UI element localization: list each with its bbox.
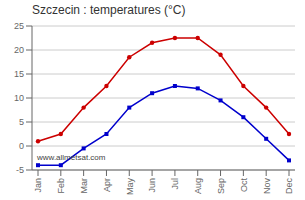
svg-text:-5: -5 <box>16 165 24 175</box>
svg-text:0: 0 <box>19 141 24 151</box>
svg-text:15: 15 <box>14 69 24 79</box>
svg-text:Oct: Oct <box>239 178 249 193</box>
svg-text:10: 10 <box>14 93 24 103</box>
svg-text:Aug: Aug <box>193 178 203 194</box>
svg-text:Nov: Nov <box>262 178 272 195</box>
svg-text:Jan: Jan <box>33 178 43 193</box>
html-text:www.allmetsat.com: www.allmetsat.com <box>37 153 106 162</box>
svg-text:25: 25 <box>14 21 24 31</box>
svg-text:Dec: Dec <box>284 178 294 195</box>
svg-text:20: 20 <box>14 45 24 55</box>
svg-text:Apr: Apr <box>102 178 112 192</box>
svg-text:Jul: Jul <box>170 178 180 190</box>
svg-text:Sep: Sep <box>216 178 226 194</box>
svg-text:Jun: Jun <box>147 178 157 193</box>
svg-text:Mar: Mar <box>79 178 89 194</box>
svg-text:May: May <box>125 178 135 196</box>
html-text:Szczecin : temperatures (°C): Szczecin : temperatures (°C) <box>32 3 186 17</box>
svg-text:Feb: Feb <box>56 178 66 194</box>
svg-text:5: 5 <box>19 117 24 127</box>
